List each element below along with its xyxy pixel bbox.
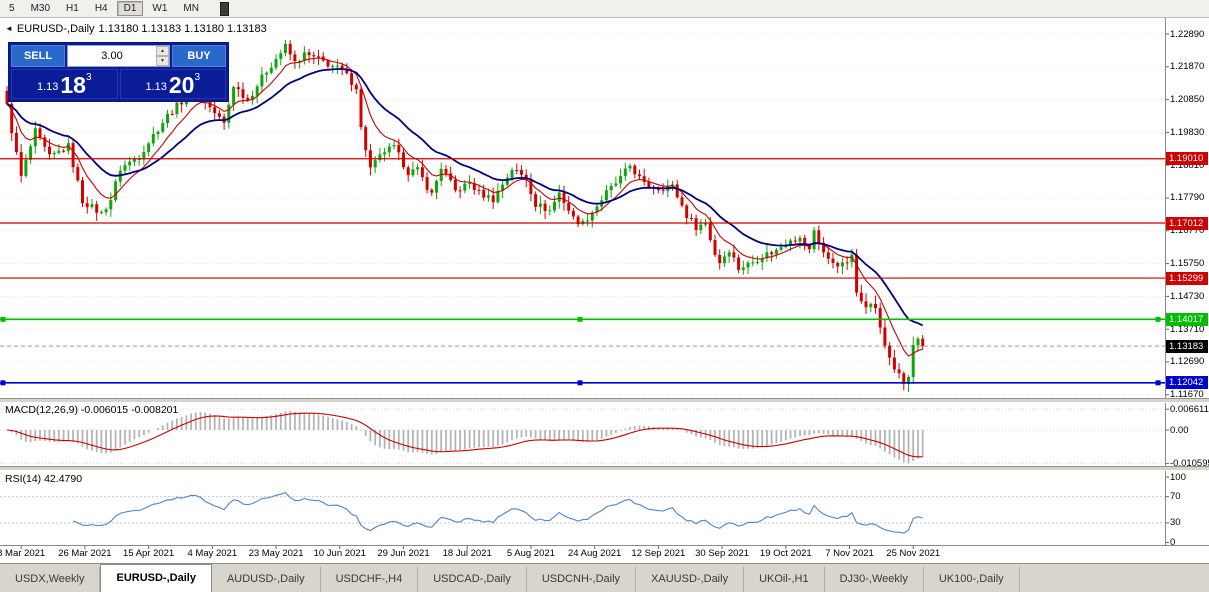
chart-tab-dj30-weekly[interactable]: DJ30-,Weekly — [825, 567, 924, 592]
chart-tab-usdcnh-daily[interactable]: USDCNH-,Daily — [527, 567, 637, 592]
one-click-trading-panel: SELL 3.00 ▲ ▼ BUY 1.13 18 3 1.13 20 3 — [8, 42, 229, 102]
sell-price-bigfigure: 1.13 — [36, 81, 59, 93]
chart-tab-ukoil-h1[interactable]: UKOil-,H1 — [744, 567, 825, 592]
moving-averages-layer — [6, 57, 924, 357]
sell-button[interactable]: SELL — [11, 45, 65, 67]
toolbar-grip-icon — [219, 1, 229, 16]
buy-price-display[interactable]: 1.13 20 3 — [119, 69, 226, 99]
timeframe-button-h1[interactable]: H1 — [59, 1, 86, 16]
volume-field[interactable]: 3.00 ▲ ▼ — [67, 45, 170, 67]
sell-price-pipette: 3 — [85, 72, 92, 83]
sell-price-display[interactable]: 1.13 18 3 — [11, 69, 118, 99]
chart-tab-usdx-weekly[interactable]: USDX,Weekly — [0, 567, 101, 592]
spin-down-icon: ▼ — [160, 57, 165, 64]
rsi-panel-divider[interactable] — [0, 466, 1209, 471]
buy-price-pips: 20 — [168, 72, 195, 98]
sell-price-pips: 18 — [60, 72, 86, 98]
line-handle — [1155, 316, 1161, 322]
chart-symbol-period: EURUSD-,Daily — [16, 23, 95, 35]
timeframe-button-d1[interactable]: D1 — [116, 1, 144, 16]
line-handle — [577, 316, 583, 322]
candlesticks-layer — [5, 40, 925, 392]
line-handle — [1155, 380, 1161, 386]
timeframe-button-w1[interactable]: W1 — [145, 1, 174, 16]
volume-increase-button[interactable]: ▲ — [156, 46, 169, 56]
bid-ask-display: 1.13 18 3 1.13 20 3 — [11, 69, 226, 99]
chart-window-icon: ◄ — [5, 24, 13, 33]
buy-price-pipette: 3 — [194, 72, 201, 83]
chart-tab-xauusd-daily[interactable]: XAUUSD-,Daily — [636, 567, 745, 592]
line-handle — [577, 380, 583, 386]
timeframe-button-m30[interactable]: M30 — [24, 1, 57, 16]
chart-tab-usdcad-daily[interactable]: USDCAD-,Daily — [418, 567, 527, 592]
macd-indicator-label: MACD(12,26,9) -0.006015 -0.008201 — [5, 404, 179, 416]
chart-tab-uk100-daily[interactable]: UK100-,Daily — [924, 567, 1020, 592]
chart-frame-layer — [0, 18, 1209, 549]
buy-price-bigfigure: 1.13 — [145, 81, 167, 93]
chart-tab-usdchf-h4[interactable]: USDCHF-,H4 — [321, 567, 419, 592]
indicator-layer — [0, 408, 1165, 534]
timeframe-button-5[interactable]: 5 — [2, 1, 22, 16]
timeframe-button-h4[interactable]: H4 — [88, 1, 115, 16]
trade-controls-row: SELL 3.00 ▲ ▼ BUY — [11, 45, 226, 67]
volume-spinner: ▲ ▼ — [156, 46, 169, 66]
chart-tab-eurusd-daily[interactable]: EURUSD-,Daily — [100, 564, 212, 592]
buy-button[interactable]: BUY — [172, 45, 226, 67]
chart-tab-audusd-daily[interactable]: AUDUSD-,Daily — [212, 567, 321, 592]
rsi-indicator-label: RSI(14) 42.4790 — [5, 473, 83, 485]
volume-value[interactable]: 3.00 — [101, 50, 123, 62]
spin-up-icon: ▲ — [160, 47, 165, 54]
gridlines-layer — [0, 33, 1165, 396]
volume-decrease-button[interactable]: ▼ — [156, 56, 169, 66]
chart-title: ◄ EURUSD-,Daily 1.13180 1.13183 1.13180 1.… — [5, 23, 271, 35]
timeframe-button-mn[interactable]: MN — [176, 1, 206, 16]
line-handle — [0, 316, 6, 322]
line-handle — [0, 380, 6, 386]
chart-tab-bar: USDX,Weekly EURUSD-,Daily AUDUSD-,Daily USD… — [0, 563, 1209, 592]
horizontal-lines-layer[interactable] — [0, 158, 1165, 386]
macd-panel-divider[interactable] — [0, 398, 1209, 403]
timeframe-toolbar: 5 M30 H1 H4 D1 W1 MN — [0, 0, 1209, 18]
chart-ohlc-readout: 1.13180 1.13183 1.13180 1.13183 — [98, 23, 267, 35]
